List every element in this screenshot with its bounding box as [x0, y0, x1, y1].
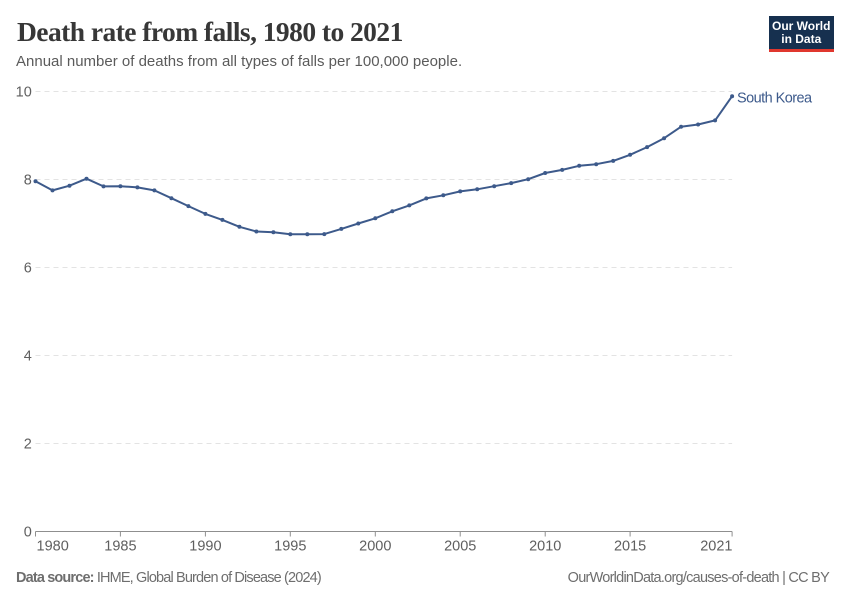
- svg-text:South Korea: South Korea: [737, 91, 813, 107]
- svg-text:2000: 2000: [359, 539, 391, 555]
- svg-text:1985: 1985: [104, 539, 136, 555]
- svg-text:8: 8: [24, 173, 32, 189]
- svg-text:1990: 1990: [189, 539, 221, 555]
- svg-text:2021: 2021: [700, 539, 732, 555]
- svg-text:1980: 1980: [37, 539, 69, 555]
- svg-text:10: 10: [16, 85, 32, 101]
- svg-text:1995: 1995: [274, 539, 306, 555]
- svg-text:2: 2: [24, 437, 32, 453]
- svg-text:2015: 2015: [614, 539, 646, 555]
- svg-text:2005: 2005: [444, 539, 476, 555]
- svg-text:2010: 2010: [529, 539, 561, 555]
- svg-text:0: 0: [24, 525, 32, 541]
- svg-text:4: 4: [24, 349, 32, 365]
- svg-text:6: 6: [24, 261, 32, 277]
